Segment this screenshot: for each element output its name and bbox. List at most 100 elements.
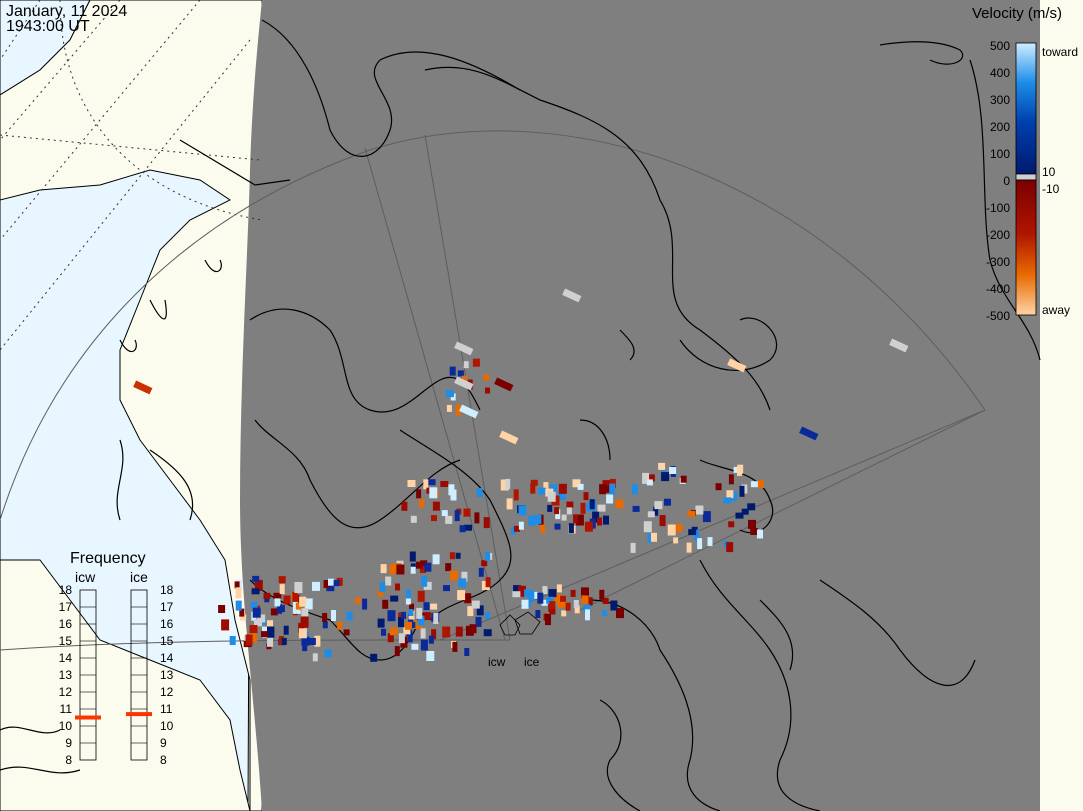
velocity-tick-label: -300 [985,255,1010,269]
velocity-cell [455,626,463,637]
velocity-cell [542,586,548,595]
velocity-cell [405,621,412,630]
toward-label: toward [1042,45,1079,59]
frequency-marker [75,715,101,720]
velocity-cell [750,528,759,535]
velocity-cell [610,600,618,611]
velocity-cell [518,585,526,597]
velocity-cell [485,577,491,588]
velocity-cell [464,593,472,604]
velocity-cell [602,480,611,492]
velocity-cells [133,288,909,662]
velocity-cell [326,582,335,592]
radar-sites [499,611,541,636]
velocity-cell [562,288,582,303]
velocity-cell [240,614,247,621]
velocity-cell [380,564,387,574]
velocity-cell [267,635,273,647]
velocity-cell [654,501,663,510]
velocity-cell [726,490,734,499]
velocity-cell [411,643,419,650]
velocity-cell [483,629,492,637]
velocity-cell [245,634,253,646]
velocity-cell [630,542,636,553]
velocity-cell [583,492,589,501]
velocity-cell [737,468,742,476]
velocity-cell [476,488,483,497]
velocity-cell [616,608,624,619]
velocity-cell [566,507,572,515]
velocity-cell [304,598,313,610]
velocity-cell [603,515,609,525]
velocity-cell [463,508,471,517]
velocity-cell [554,507,560,515]
velocity-cell [410,515,417,523]
velocity-cell [667,524,676,536]
velocity-cell [560,595,566,602]
velocity-cell [597,504,606,512]
velocity-cell [442,626,451,638]
velocity-cell [300,616,309,628]
velocity-tick-label: -100 [985,201,1010,215]
time-label: 1943:00 UT [6,18,90,35]
velocity-cell [647,511,655,518]
velocity-cell [294,582,303,593]
velocity-cell [301,636,310,646]
velocity-cell [426,651,435,661]
velocity-cell [445,563,452,572]
velocity-cell [577,483,584,490]
velocity-cell [728,474,734,485]
velocity-cell [423,479,429,490]
velocity-cell [664,498,671,506]
velocity-cell [464,648,470,656]
velocity-cell [561,514,567,521]
velocity-cell [396,564,405,575]
velocity-cell [471,600,480,609]
velocity-cell [405,598,411,605]
velocity-tick-label: -400 [985,282,1010,296]
velocity-cell [346,611,353,621]
colorbar-away [1015,179,1037,316]
velocity-cell [427,479,436,486]
velocity-cell [401,611,407,619]
velocity-cell [446,404,452,412]
velocity-cell [485,552,491,561]
velocity-cell [274,598,281,607]
frequency-tick-label: 12 [58,685,72,699]
velocity-cell [478,567,484,577]
velocity-cell [485,387,490,394]
frequency-tick-label: 18 [160,583,174,597]
frequency-tick-label: 14 [160,651,174,665]
velocity-cell [534,514,542,524]
velocity-cell [695,505,704,515]
velocity-cell [547,491,556,502]
velocity-cell [530,479,538,486]
velocity-cell [133,380,153,395]
velocity-cell [403,627,411,635]
frequency-tick-label: 16 [160,617,174,631]
velocity-cell [283,595,291,605]
velocity-cell [570,589,576,597]
velocity-cell [592,511,600,523]
velocity-cell [546,596,554,604]
velocity-cell [302,643,308,652]
velocity-cell [537,592,544,604]
radar-site-label-icw: icw [488,655,506,669]
velocity-cell [543,482,549,492]
velocity-cell [229,636,236,645]
velocity-cell [585,609,590,621]
velocity-cell [312,653,318,662]
velocity-cell [643,521,652,533]
velocity-cell [680,475,687,483]
velocity-cell [583,604,591,613]
velocity-cell [261,631,268,638]
velocity-cell [423,602,430,611]
coastlines [0,19,1041,811]
velocity-cell [609,483,616,495]
velocity-cell [602,610,608,617]
velocity-cell [343,629,350,636]
velocity-cell [723,497,732,504]
velocity-cell [417,615,425,626]
velocity-cell [653,506,659,516]
velocity-cell [481,560,488,567]
